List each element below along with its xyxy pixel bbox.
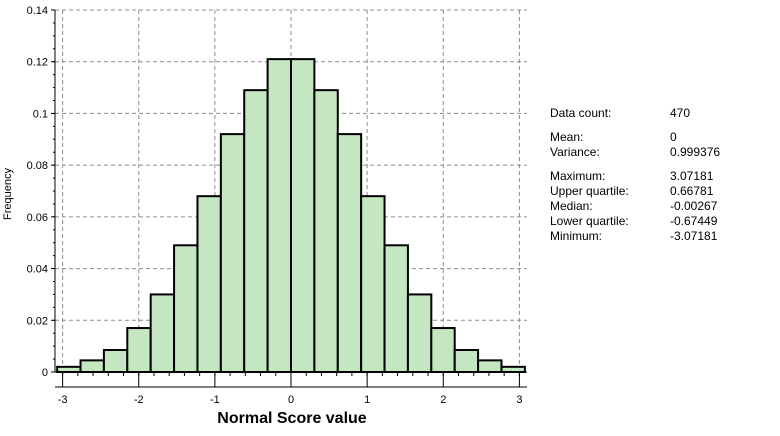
histogram-bar	[360, 195, 386, 373]
histogram-bar	[243, 89, 269, 374]
tick-labels: 0 0.02 0.04 0.06 0.08 0.1 0.12 0.14 -3 -2 -1 0 1 2 3	[27, 5, 523, 406]
stat-value: 470	[670, 106, 691, 120]
stat-label: Lower quartile:	[550, 214, 629, 228]
stat-label: Upper quartile:	[550, 184, 629, 198]
stat-value: -0.00267	[670, 199, 718, 213]
axes	[51, 9, 527, 388]
y-tick-label: 0.1	[33, 108, 48, 120]
x-tick-label: -1	[210, 394, 220, 406]
stat-value: 0.999376	[670, 145, 721, 159]
histogram-bar	[313, 89, 339, 374]
stat-value: 3.07181	[670, 169, 714, 183]
y-tick-label: 0.02	[27, 315, 48, 327]
histogram-bar	[196, 195, 222, 373]
histogram-bar	[290, 58, 316, 373]
histogram-bar	[56, 365, 82, 374]
stat-label: Median:	[550, 199, 593, 213]
histogram-bar	[149, 293, 176, 373]
y-tick-label: 0	[42, 367, 48, 379]
y-tick-label: 0.08	[27, 160, 48, 172]
stat-value: -0.67449	[670, 214, 718, 228]
histogram-bars	[56, 58, 526, 374]
y-tick-label: 0.06	[27, 212, 48, 224]
stat-label: Mean:	[550, 130, 584, 144]
x-tick-label: 0	[288, 394, 294, 406]
y-tick-label: 0.04	[27, 264, 48, 276]
histogram-bar	[383, 244, 409, 373]
histogram-bar	[266, 58, 292, 373]
histogram-bar	[453, 349, 480, 373]
histogram-bar	[406, 293, 433, 373]
histogram-bar	[102, 349, 129, 373]
x-tick-label: 3	[516, 394, 522, 406]
stat-value: 0	[670, 130, 677, 144]
stat-value: 0.66781	[670, 184, 714, 198]
x-tick-label: 1	[364, 394, 370, 406]
histogram-bar	[430, 327, 456, 373]
y-tick-label: 0.12	[27, 57, 48, 69]
histogram-bar	[477, 359, 503, 374]
stat-value: -3.07181	[670, 229, 718, 243]
histogram-bar	[219, 133, 246, 373]
x-tick-label: 2	[440, 394, 446, 406]
histogram-bar	[126, 327, 152, 373]
x-axis-label: Normal Score value	[217, 410, 367, 427]
histogram-bar	[500, 365, 526, 374]
histogram-chart: 0 0.02 0.04 0.06 0.08 0.1 0.12 0.14 -3 -2 -1 0 1 2 3 N…	[2, 5, 527, 427]
y-tick-label: 0.14	[27, 5, 48, 17]
stat-label: Minimum:	[550, 229, 603, 243]
y-axis-label: Frequency	[2, 168, 14, 220]
stat-label: Variance:	[550, 145, 600, 159]
histogram-bar	[336, 133, 363, 373]
histogram-bar	[79, 359, 105, 374]
x-tick-label: -3	[58, 394, 68, 406]
x-tick-label: -2	[134, 394, 144, 406]
stat-label: Data count:	[550, 106, 612, 120]
stat-label: Maximum:	[550, 169, 606, 183]
histogram-bar	[173, 244, 199, 373]
